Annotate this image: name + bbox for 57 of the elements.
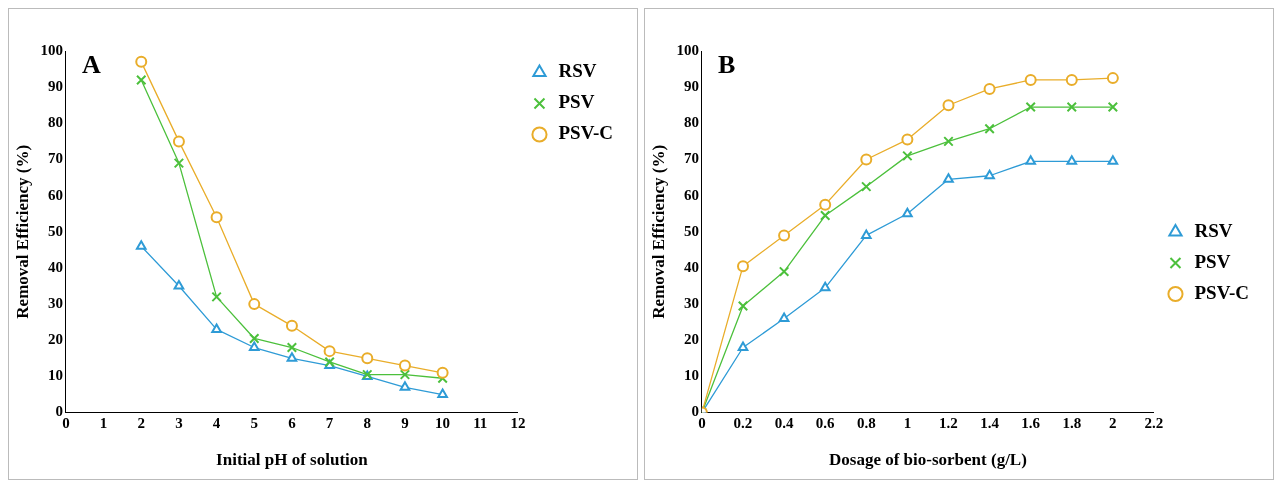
- legend-label: PSV-C: [1194, 281, 1250, 303]
- x-tick-label: 2: [137, 415, 145, 432]
- x-tick-label: 0.2: [733, 415, 753, 432]
- x-tick-label: 6: [288, 415, 297, 432]
- x-tick-label: 1.8: [1062, 415, 1082, 432]
- x-tick-label: 2: [1109, 415, 1117, 432]
- y-tick-label: 70: [683, 150, 699, 167]
- x-tick-label: 0.4: [774, 415, 794, 432]
- legend-label: RSV: [1194, 219, 1233, 241]
- chart-title: B: [717, 49, 736, 79]
- y-tick-label: 30: [47, 294, 63, 311]
- x-tick-label: 2.2: [1144, 415, 1164, 432]
- legend-label: PSV: [1194, 250, 1231, 272]
- y-tick-label: 100: [676, 41, 699, 58]
- legend-label: PSV-C: [558, 122, 614, 144]
- chart-title: A: [81, 49, 101, 79]
- legend-label: RSV: [558, 60, 597, 82]
- y-tick-label: 90: [47, 78, 63, 95]
- x-tick-label: 7: [325, 415, 334, 432]
- y-axis-title: Removal Efficiency (%): [12, 144, 32, 319]
- y-tick-label: 20: [47, 331, 63, 348]
- y-tick-label: 0: [55, 403, 63, 420]
- y-tick-label: 60: [47, 186, 63, 203]
- x-tick-label: 5: [250, 415, 259, 432]
- x-axis-title: Dosage of bio-sorbent (g/L): [829, 450, 1027, 470]
- y-tick-label: 10: [683, 367, 699, 384]
- y-tick-label: 40: [47, 258, 63, 275]
- y-tick-label: 100: [40, 41, 63, 58]
- y-tick-label: 20: [683, 331, 699, 348]
- y-tick-label: 40: [683, 258, 699, 275]
- x-tick-label: 12: [510, 415, 526, 432]
- x-tick-label: 0.6: [815, 415, 836, 432]
- y-tick-label: 30: [683, 294, 699, 311]
- y-tick-label: 90: [683, 78, 699, 95]
- y-tick-label: 60: [683, 186, 699, 203]
- x-tick-label: 1.2: [939, 415, 958, 432]
- y-tick-label: 50: [683, 222, 699, 239]
- y-tick-label: 50: [47, 222, 63, 239]
- y-axis-title: Removal Efficiency (%): [648, 144, 668, 319]
- y-tick-label: 80: [47, 114, 63, 131]
- x-tick-label: 4: [212, 415, 221, 432]
- x-tick-label: 0.8: [856, 415, 876, 432]
- x-tick-label: 3: [175, 415, 183, 432]
- x-axis-title: Initial pH of solution: [216, 450, 369, 470]
- y-tick-label: 80: [683, 114, 699, 131]
- x-tick-label: 8: [363, 415, 372, 432]
- x-tick-label: 9: [401, 415, 409, 432]
- y-tick-label: 10: [47, 367, 63, 384]
- x-tick-label: 1: [99, 415, 108, 432]
- x-tick-label: 11: [473, 415, 488, 432]
- x-tick-label: 10: [435, 415, 451, 432]
- legend-label: PSV: [558, 91, 595, 113]
- x-tick-label: 1.4: [980, 415, 1000, 432]
- x-tick-label: 1.6: [1021, 415, 1041, 432]
- x-tick-label: 1: [903, 415, 912, 432]
- y-tick-label: 0: [691, 403, 699, 420]
- y-tick-label: 70: [47, 150, 63, 167]
